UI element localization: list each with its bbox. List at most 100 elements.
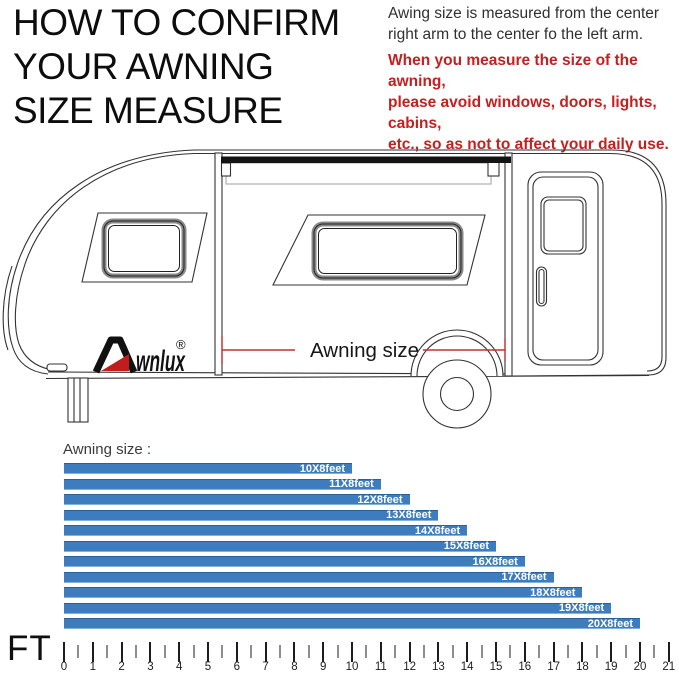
ruler: 0 1 2 3 4 5 6 7 8 9 10 11 12 13 14 15 16 17 18 19 20 21 <box>0 440 679 677</box>
ruler-tick <box>408 642 411 662</box>
ruler-tick <box>581 642 584 662</box>
ruler-tick <box>495 642 497 662</box>
measure-note-line: right arm to the center fo the left arm. <box>388 26 644 43</box>
front-window <box>81 212 208 283</box>
size-bar: 11X8feet <box>64 478 381 490</box>
ruler-tick <box>279 645 281 658</box>
ruler-tick <box>552 642 555 662</box>
size-bar: 19X8feet <box>64 602 612 614</box>
size-bar-label: 16X8feet <box>472 555 518 568</box>
ruler-tick <box>178 642 181 662</box>
nose-outline-inner <box>14 152 195 371</box>
wheel <box>410 329 504 429</box>
size-bar-label: 18X8feet <box>530 586 576 599</box>
ruler-number: 9 <box>319 661 327 673</box>
middle-window <box>272 214 486 286</box>
ruler-tick <box>106 645 109 658</box>
size-bar-label: 15X8feet <box>443 540 489 552</box>
size-bar: 10X8feet <box>64 463 352 474</box>
ruler-number: 5 <box>204 661 212 673</box>
page-title-line: YOUR AWNING <box>13 46 274 87</box>
ruler-tick <box>336 645 339 658</box>
size-bar-label: 10X8feet <box>299 462 345 475</box>
brand-logo: wnlux ® <box>92 336 186 378</box>
ruler-tick <box>437 642 440 662</box>
ruler-tick <box>221 645 224 658</box>
ruler-tick <box>293 642 296 662</box>
size-bar-label: 19X8feet <box>558 602 605 614</box>
measure-warning: When you measure the size of the awning,… <box>388 50 679 155</box>
ruler-number: 7 <box>262 661 269 673</box>
door <box>527 171 604 366</box>
nose-contour <box>2 265 13 351</box>
jockey-leg <box>67 377 89 423</box>
ruler-number: 18 <box>575 661 589 673</box>
ruler-tick <box>77 645 80 658</box>
page-title-line: HOW TO CONFIRM <box>13 2 340 43</box>
ruler-tick <box>523 642 526 662</box>
size-bar-label: 12X8feet <box>357 493 403 506</box>
measure-warning-line: please avoid windows, doors, lights, cab… <box>388 94 657 132</box>
ruler-tick <box>250 645 253 658</box>
body-outline <box>194 149 667 377</box>
camper-diagram: wnlux ® Awning size <box>2 149 667 429</box>
size-bar-label: 11X8feet <box>329 478 374 490</box>
size-bar: 17X8feet <box>64 571 554 583</box>
awning-right-arm <box>504 152 513 377</box>
ruler-tick <box>451 645 454 658</box>
ruler-tick <box>567 645 569 658</box>
ruler-tick <box>307 645 310 658</box>
awning-case <box>225 162 492 185</box>
measure-warning-line: When you measure the size of the awning, <box>388 52 638 90</box>
page-title-line: SIZE MEASURE <box>13 90 283 131</box>
ruler-tick <box>466 642 469 662</box>
ruler-tick <box>624 645 627 658</box>
ruler-number: 13 <box>431 661 445 673</box>
ruler-number: 20 <box>633 661 647 673</box>
size-bar: 12X8feet <box>64 494 410 505</box>
ruler-tick <box>610 642 613 662</box>
measure-note-line: Awing size is measured from the center <box>388 5 660 22</box>
page-title: HOW TO CONFIRM YOUR AWNING SIZE MEASURE <box>13 1 340 133</box>
ruler-tick <box>538 645 541 658</box>
ruler-number: 10 <box>345 661 359 673</box>
ruler-tick <box>667 642 670 662</box>
dimension-label: Awning size <box>310 339 419 362</box>
awning-roller-bar <box>221 156 511 163</box>
ruler-number: 17 <box>547 661 560 673</box>
camper-body <box>2 149 667 429</box>
bars: 10X8feet 11X8feet 12X8feet 13X8feet 14X8feet… <box>0 440 679 677</box>
size-bar: 13X8feet <box>64 509 439 521</box>
ruler-number: 21 <box>662 661 676 673</box>
measure-warning-line: etc., so as not to affect your daily use… <box>388 136 669 153</box>
ruler-tick <box>351 642 353 662</box>
ruler-tick <box>379 642 382 662</box>
ruler-tick <box>480 645 483 658</box>
nose-outline <box>7 149 195 375</box>
size-bar-label: 13X8feet <box>386 509 432 521</box>
bottom-skirt <box>45 374 650 380</box>
ruler-tick <box>149 642 152 662</box>
ruler-tick <box>163 645 166 658</box>
ruler-tick <box>595 645 598 658</box>
ruler-number: 0 <box>60 661 68 673</box>
measure-note: Awing size is measured from the center r… <box>388 3 659 45</box>
size-bar-label: 14X8feet <box>414 524 461 537</box>
awning-size-dimension <box>221 336 506 364</box>
size-bar: 20X8feet <box>64 618 640 629</box>
brand-logo-text: wnlux <box>136 345 186 378</box>
ruler-number: 16 <box>518 661 532 673</box>
ruler-tick <box>235 642 238 662</box>
size-bar-label: 17X8feet <box>501 571 547 583</box>
ruler-number: 6 <box>233 661 240 673</box>
awning-bracket-left <box>220 162 232 177</box>
ruler-tick <box>192 645 195 658</box>
registered-mark: ® <box>176 337 186 352</box>
ruler-tick <box>120 642 123 662</box>
awning-left-arm <box>214 152 223 376</box>
ruler-tick <box>322 642 325 662</box>
size-bar: 18X8feet <box>64 586 583 599</box>
size-bar: 15X8feet <box>64 540 496 552</box>
ruler-number: 14 <box>460 661 474 673</box>
